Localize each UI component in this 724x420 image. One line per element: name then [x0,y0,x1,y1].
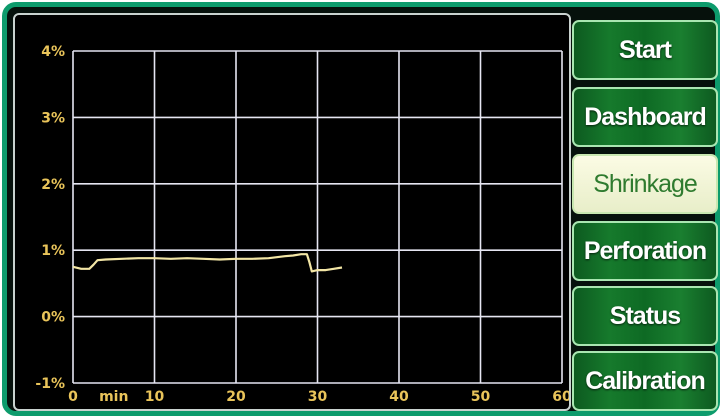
y-tick-label: 3% [41,110,65,126]
shrinkage-chart: 0 10 20 30 40 50 60 min 4% 3% 2% 1% 0% -1% [35,44,569,405]
x-unit-label: min [99,389,128,405]
chart-panel: 0 10 20 30 40 50 60 min 4% 3% 2% 1% 0% -1% [13,13,571,411]
status-button[interactable]: Status [572,286,718,346]
perforation-button[interactable]: Perforation [572,221,718,281]
x-tick-label: 20 [226,389,246,405]
x-tick-label: 30 [308,389,328,405]
y-tick-label: 2% [41,177,65,193]
shrinkage-button[interactable]: Shrinkage [572,154,718,214]
y-tick-label: 4% [41,44,65,60]
dashboard-button[interactable]: Dashboard [572,87,718,147]
y-tick-label: 0% [41,310,65,326]
calibration-button[interactable]: Calibration [572,351,718,411]
shrinkage-series-line [72,253,343,273]
x-tick-label: 40 [389,389,409,405]
x-tick-label: 0 [68,389,78,405]
x-tick-label: 50 [471,389,491,405]
y-tick-label: 1% [41,243,65,259]
start-button[interactable]: Start [572,20,718,80]
x-tick-label: 10 [145,389,165,405]
x-tick-label: 60 [552,389,569,405]
y-tick-label: -1% [35,376,65,392]
